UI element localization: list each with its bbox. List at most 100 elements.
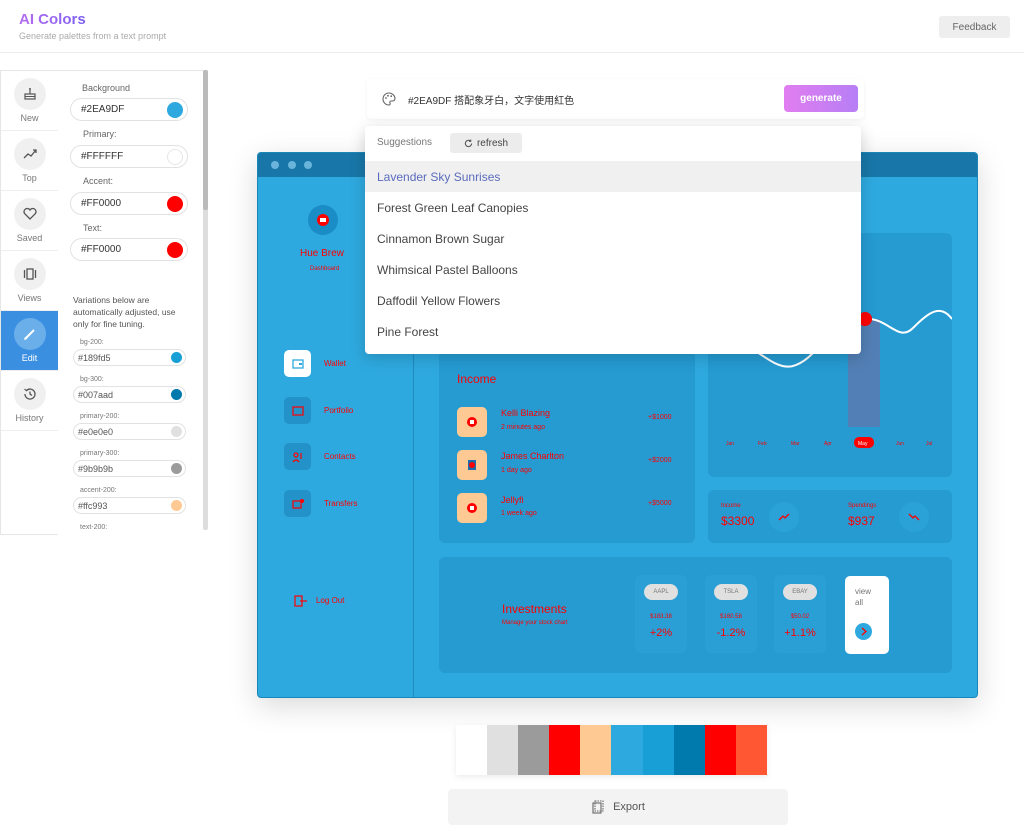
avatar — [457, 450, 487, 480]
export-label: Export — [613, 801, 645, 813]
nav-item-views[interactable]: Views — [1, 251, 58, 311]
nav-item-history[interactable]: History — [1, 371, 58, 431]
background-color-field[interactable]: #2EA9DF — [70, 98, 188, 121]
svg-text:Jan: Jan — [726, 441, 734, 447]
nav-item-top[interactable]: Top — [1, 131, 58, 191]
arrow-right-icon[interactable] — [855, 623, 872, 640]
var-field-bg-300[interactable]: #007aad — [73, 386, 186, 403]
investments-title: Investments — [502, 602, 567, 616]
accent-swatch[interactable] — [167, 196, 183, 212]
accent-color-field[interactable]: #FF0000 — [70, 192, 188, 215]
var-field-primary-200[interactable]: #e0e0e0 — [73, 423, 186, 440]
trending-up-icon — [769, 502, 799, 532]
stock-card[interactable]: TSLA $160.58 -1.2% — [705, 575, 757, 653]
refresh-button[interactable]: refresh — [450, 133, 522, 153]
trending-down-icon — [899, 502, 929, 532]
transfers-icon[interactable] — [284, 490, 311, 517]
svg-text:Jun: Jun — [896, 441, 904, 447]
var-swatch-accent-200[interactable] — [171, 500, 182, 511]
var-field-accent-200[interactable]: #ffc993 — [73, 497, 186, 514]
palette-swatch[interactable] — [611, 725, 643, 775]
var-swatch-primary-200[interactable] — [171, 426, 182, 437]
var-label-bg-200: bg-200: — [80, 339, 104, 346]
preview-nav-wallet[interactable]: Wallet — [324, 359, 346, 368]
palette-swatch[interactable] — [549, 725, 581, 775]
preview-nav-transfers[interactable]: Transfers — [324, 499, 358, 508]
palette-swatch[interactable] — [735, 725, 767, 775]
generate-button[interactable]: generate — [784, 85, 858, 112]
suggestion-item[interactable]: Forest Green Leaf Canopies — [377, 200, 529, 215]
wallet-icon[interactable] — [284, 350, 311, 377]
palette-swatch[interactable] — [673, 725, 705, 775]
preview-logout[interactable]: Log Out — [316, 596, 345, 605]
preview-brand-logo — [308, 205, 338, 235]
prompt-bar[interactable]: #2EA9DF 搭配象牙白，文字使用紅色 — [367, 79, 864, 119]
text-swatch[interactable] — [167, 242, 183, 258]
transaction-amount: +$2000 — [648, 457, 672, 464]
stock-change: +2% — [649, 627, 673, 639]
history-icon — [13, 378, 46, 410]
stock-card[interactable]: AAPL $183.38 +2% — [635, 575, 687, 653]
edit-panel-scrollbar[interactable] — [203, 70, 208, 530]
stock-ticker: AAPL — [644, 584, 678, 600]
nav-item-new[interactable]: New — [1, 71, 58, 131]
window-dot — [288, 161, 296, 169]
palette-strip — [456, 725, 767, 775]
background-swatch[interactable] — [167, 102, 183, 118]
side-nav: New Top Saved Views Edit History — [0, 70, 58, 535]
palette-swatch[interactable] — [642, 725, 674, 775]
var-swatch-bg-200[interactable] — [171, 352, 182, 363]
export-button[interactable]: Export — [448, 789, 788, 825]
var-swatch-primary-300[interactable] — [171, 463, 182, 474]
primary-value: #FFFFFF — [81, 151, 124, 162]
suggestions-dropdown: Suggestions refresh Lavender Sky Sunrise… — [365, 126, 861, 354]
palette-swatch[interactable] — [518, 725, 550, 775]
view-all-card[interactable]: view all — [845, 576, 889, 654]
primary-color-field[interactable]: #FFFFFF — [70, 145, 188, 168]
contacts-icon[interactable] — [284, 443, 311, 470]
text-label: Text: — [83, 223, 103, 233]
preview-nav-portfolio[interactable]: Portfolio — [324, 406, 354, 415]
var-swatch-bg-300[interactable] — [171, 389, 182, 400]
income-title: Income — [457, 372, 497, 386]
refresh-icon — [464, 139, 473, 148]
nav-label-new: New — [20, 113, 39, 123]
nav-item-edit[interactable]: Edit — [1, 311, 58, 371]
var-field-bg-200[interactable]: #189fd5 — [73, 349, 186, 366]
suggestion-item[interactable]: Lavender Sky Sunrises — [365, 161, 861, 192]
palette-swatch[interactable] — [704, 725, 736, 775]
palette-swatch[interactable] — [487, 725, 519, 775]
transaction-amount: +$5000 — [648, 500, 672, 507]
background-value: #2EA9DF — [81, 104, 125, 115]
cake-icon — [13, 78, 46, 110]
suggestion-item[interactable]: Whimsical Pastel Balloons — [377, 262, 518, 277]
stock-card[interactable]: EBAY $50.02 +1.1% — [774, 575, 826, 653]
var-field-primary-300[interactable]: #9b9b9b — [73, 460, 186, 477]
spending-value: $937 — [848, 514, 875, 528]
investments-subtitle: Manage your stock chart — [502, 620, 568, 626]
palette-swatch[interactable] — [456, 725, 488, 775]
transaction-time: 1 week ago — [501, 510, 537, 517]
suggestion-item[interactable]: Daffodil Yellow Flowers — [377, 293, 501, 308]
feedback-button[interactable]: Feedback — [939, 16, 1010, 38]
portfolio-icon[interactable] — [284, 397, 311, 424]
preview-nav-contacts[interactable]: Contacts — [324, 452, 356, 461]
primary-swatch[interactable] — [167, 149, 183, 165]
stock-ticker: TSLA — [714, 584, 748, 600]
svg-text:Mar: Mar — [791, 441, 800, 447]
var-label-text-200: text-200: — [80, 524, 108, 531]
edit-panel-scroll-thumb[interactable] — [203, 70, 208, 210]
prompt-input[interactable]: #2EA9DF 搭配象牙白，文字使用紅色 — [408, 96, 575, 107]
stock-price: $50.02 — [790, 614, 810, 620]
suggestion-item[interactable]: Pine Forest — [377, 324, 439, 339]
nav-item-saved[interactable]: Saved — [1, 191, 58, 251]
palette-swatch[interactable] — [580, 725, 612, 775]
stock-price: $183.38 — [650, 614, 672, 620]
var-label-primary-300: primary-300: — [80, 450, 120, 457]
export-icon — [591, 800, 605, 814]
nav-label-top: Top — [22, 173, 37, 183]
text-color-field[interactable]: #FF0000 — [70, 238, 188, 261]
logout-icon[interactable] — [294, 594, 308, 613]
suggestion-item[interactable]: Cinnamon Brown Sugar — [377, 231, 505, 246]
transaction-time: 1 day ago — [501, 467, 532, 474]
